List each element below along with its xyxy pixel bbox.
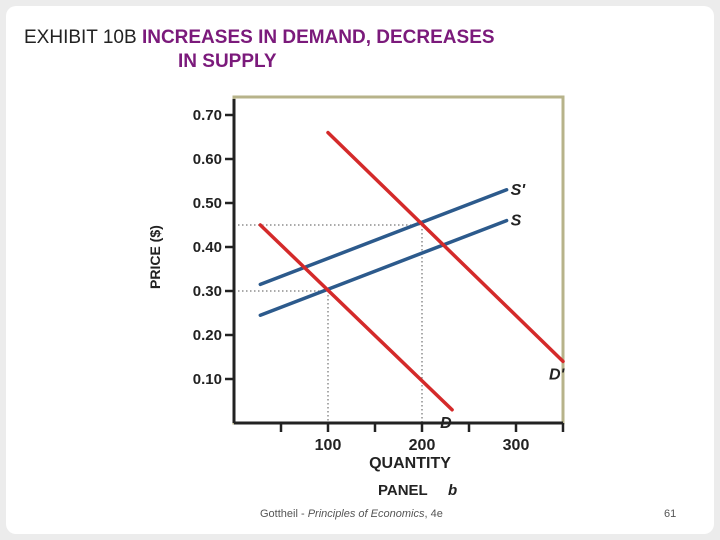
chart-svg: 0.10 0.20 0.30 0.40 0.50 0.60 0.70 100 200 300 S'… xyxy=(147,95,566,499)
slide-title: EXHIBIT 10B INCREASES IN DEMAND, DECREAS… xyxy=(24,26,495,74)
series-line-supply xyxy=(258,188,509,287)
title-line-1: INCREASES IN DEMAND, DECREASES xyxy=(141,27,495,48)
y-tick-label: 0.20 xyxy=(193,327,222,344)
y-tick-label: 0.60 xyxy=(193,151,222,168)
y-axis-label: PRICE ($) xyxy=(149,225,163,289)
footer-edition: , 4e xyxy=(424,508,443,520)
page-number: 61 xyxy=(664,508,677,520)
plot-frame xyxy=(232,95,565,425)
y-tick-label: 0.40 xyxy=(193,239,222,256)
x-tick-label: 300 xyxy=(503,437,530,454)
y-tick-label: 0.50 xyxy=(193,195,222,212)
y-tick-label: 0.70 xyxy=(193,107,222,124)
footer-author: Gottheil - xyxy=(260,508,308,520)
panel-label-letter: b xyxy=(448,482,457,499)
x-tick-label: 100 xyxy=(315,437,342,454)
series-label-supply: S' xyxy=(511,182,527,199)
title-line-2: IN SUPPLY xyxy=(178,51,277,72)
y-tick-label: 0.10 xyxy=(193,371,222,388)
panel-label-prefix: PANEL xyxy=(378,482,428,499)
footer-book: Principles of Economics xyxy=(307,508,425,520)
series-line-demand xyxy=(326,130,565,364)
exhibit-number: EXHIBIT 10B xyxy=(24,27,137,48)
footer-credit: Gottheil - Principles of Economics, 4e xyxy=(260,508,443,520)
series-label-demand: D' xyxy=(549,366,565,383)
series-line-supply xyxy=(258,218,509,317)
series-line-demand xyxy=(258,223,454,412)
series-label-demand: D xyxy=(440,415,452,432)
series-label-supply: S xyxy=(511,213,522,230)
chart-figure: 0.10 0.20 0.30 0.40 0.50 0.60 0.70 100 200 300 S'… xyxy=(147,91,566,499)
x-tick-label: 200 xyxy=(409,437,436,454)
x-axis-label: QUANTITY xyxy=(369,455,451,472)
y-tick-label: 0.30 xyxy=(193,283,222,300)
